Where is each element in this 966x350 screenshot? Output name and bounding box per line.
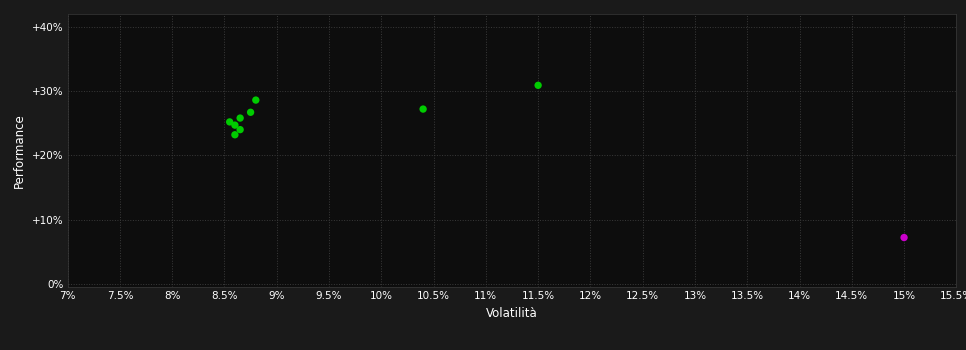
Point: [248, 97, 264, 103]
Point: [233, 115, 248, 121]
Point: [222, 119, 238, 125]
Y-axis label: Performance: Performance: [14, 113, 26, 188]
Point: [227, 122, 242, 128]
Point: [227, 132, 242, 138]
X-axis label: Volatilità: Volatilità: [486, 307, 538, 320]
Point: [415, 106, 431, 112]
Point: [233, 127, 248, 132]
Point: [530, 83, 546, 88]
Point: [896, 235, 912, 240]
Point: [242, 110, 258, 115]
